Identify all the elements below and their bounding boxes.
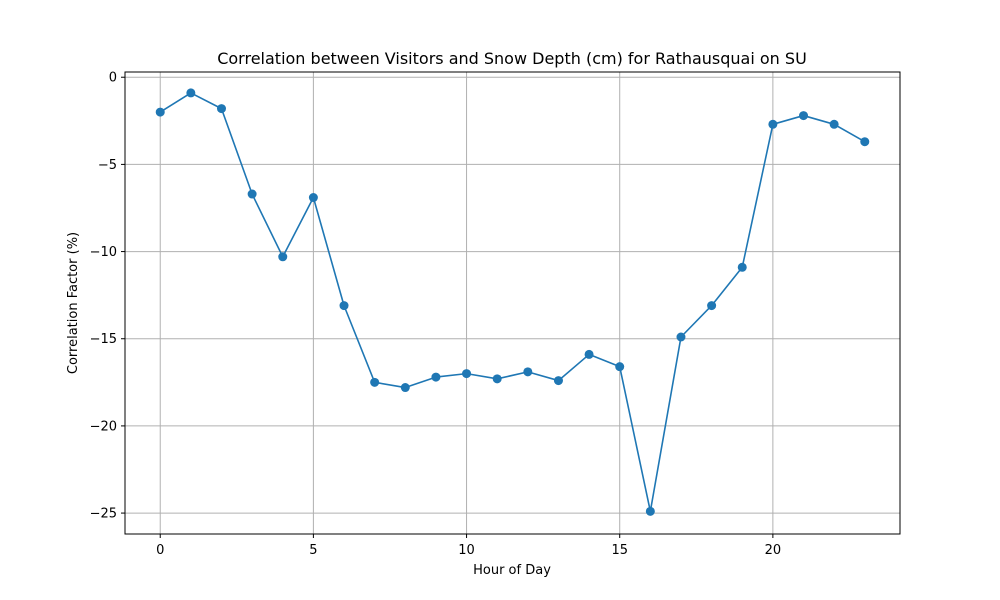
data-point — [278, 252, 288, 262]
x-tick-label: 0 — [156, 543, 164, 558]
data-point — [829, 119, 839, 129]
x-tick-label: 5 — [309, 543, 317, 558]
data-point — [400, 383, 410, 393]
data-point — [553, 376, 563, 386]
tick-layer: 0 5 10 15 20 0 −5 −10 −15 −20 −25 — [90, 71, 782, 558]
y-tick-label: −20 — [90, 419, 117, 434]
series-line — [159, 92, 866, 513]
data-point — [707, 301, 717, 311]
data-point — [492, 374, 502, 384]
y-tick-label: 0 — [109, 71, 117, 86]
grid-layer — [125, 72, 900, 534]
data-point — [615, 362, 625, 372]
data-point — [186, 88, 196, 98]
x-tick-label: 20 — [765, 543, 782, 558]
data-point — [247, 189, 257, 199]
y-tick-label: −5 — [98, 158, 117, 173]
y-tick-label: −25 — [90, 507, 117, 522]
data-point — [370, 377, 380, 387]
series-layer — [155, 88, 870, 516]
x-tick-label: 15 — [611, 543, 628, 558]
data-point — [768, 119, 778, 129]
data-point — [523, 367, 533, 377]
chart-title: Correlation between Visitors and Snow De… — [217, 49, 807, 68]
x-axis-label: Hour of Day — [473, 563, 551, 578]
data-point — [860, 137, 870, 147]
data-point — [737, 262, 747, 272]
data-point — [676, 332, 686, 342]
data-point — [462, 369, 472, 379]
data-point — [216, 104, 226, 114]
data-point — [308, 193, 318, 203]
y-tick-label: −10 — [90, 245, 117, 260]
data-point — [155, 107, 165, 117]
plot-frame — [124, 71, 901, 535]
data-point — [799, 111, 809, 121]
data-point — [431, 372, 441, 382]
data-point — [339, 301, 349, 311]
y-tick-label: −15 — [90, 332, 117, 347]
data-point — [584, 349, 594, 359]
y-axis-label: Correlation Factor (%) — [66, 232, 81, 374]
x-tick-label: 10 — [458, 543, 475, 558]
data-point — [645, 506, 655, 516]
